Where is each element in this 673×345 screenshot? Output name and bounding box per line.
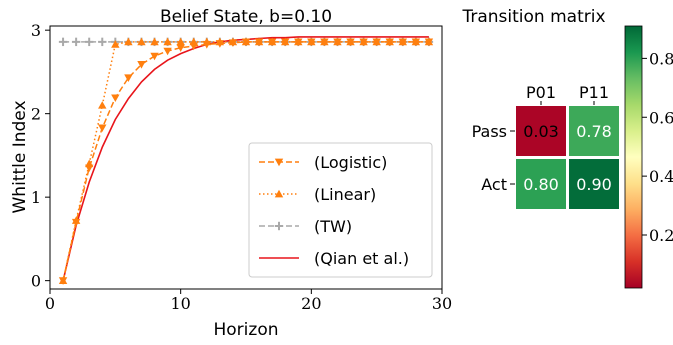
data-point <box>137 37 146 46</box>
data-point <box>85 164 94 173</box>
data-point <box>372 38 381 47</box>
column-label: P01 <box>526 83 556 102</box>
data-point <box>385 38 394 47</box>
legend-entry: (TW) <box>259 217 352 236</box>
cell-fill <box>516 106 566 156</box>
x-tick-label: 30 <box>432 294 452 313</box>
legend-label: (Logistic) <box>314 153 387 172</box>
series-layer <box>58 36 434 285</box>
y-axis-ticks: 0 1 2 3 <box>31 21 50 291</box>
colorbar-tick-label: 0.6 <box>649 108 673 127</box>
heatmap-title: Transition matrix <box>461 7 605 27</box>
data-point <box>150 37 159 46</box>
series-line <box>62 41 429 281</box>
data-point <box>398 38 407 47</box>
line-chart: Belief State, b=0.10 0 10 20 30 0 1 2 3 Horizo… <box>10 7 452 340</box>
data-point <box>98 124 107 133</box>
series-0 <box>58 38 434 285</box>
column-label: P11 <box>579 83 609 102</box>
data-point <box>274 221 284 231</box>
cell-fill <box>569 106 619 156</box>
legend-entry: (Qian et al.) <box>259 249 409 268</box>
data-point <box>111 40 120 48</box>
y-tick-label: 2 <box>31 105 41 124</box>
x-tick-label: 20 <box>301 294 321 313</box>
data-point <box>124 74 133 82</box>
cell-label: 0.80 <box>523 175 559 194</box>
colorbar-ticks: 0.2 0.4 0.6 0.8 <box>642 49 673 245</box>
data-point <box>411 38 421 47</box>
data-point <box>215 40 225 48</box>
row-label: Pass <box>472 122 507 141</box>
legend-entry: (Linear) <box>259 185 376 204</box>
data-point <box>307 38 316 47</box>
data-point <box>281 38 290 47</box>
cell-label: 0.78 <box>576 122 612 141</box>
data-point <box>98 37 107 47</box>
row-label: Act <box>481 175 507 194</box>
x-tick-label: 0 <box>45 294 55 313</box>
data-point <box>202 41 211 49</box>
heatmap-cell: 0.80 <box>516 159 566 209</box>
data-point <box>267 38 277 47</box>
data-point <box>58 277 68 285</box>
data-point <box>241 38 251 47</box>
data-point <box>137 61 146 69</box>
cell-fill <box>516 159 566 209</box>
data-point <box>359 38 368 47</box>
heatmap-cells: 0.03 0.78 0.80 0.90 <box>516 106 619 209</box>
data-point <box>333 38 342 47</box>
x-axis-ticks: 0 10 20 30 <box>45 289 452 313</box>
cell-label: 0.03 <box>523 122 559 141</box>
data-point <box>176 44 185 52</box>
data-point <box>85 37 94 47</box>
x-axis-label: Horizon <box>214 320 279 340</box>
data-point <box>58 37 68 47</box>
data-point <box>274 158 284 167</box>
colorbar-tick-label: 0.8 <box>649 49 673 68</box>
legend-label: (Qian et al.) <box>314 249 409 268</box>
data-point <box>163 47 172 56</box>
data-point <box>189 42 198 51</box>
x-tick-label: 10 <box>170 294 190 313</box>
heatmap-cell: 0.78 <box>569 106 619 156</box>
data-point <box>254 38 264 47</box>
legend-box <box>248 142 433 278</box>
data-point <box>176 37 185 46</box>
data-point <box>274 189 284 198</box>
chart-title: Belief State, b=0.10 <box>160 7 332 27</box>
data-point <box>98 101 107 109</box>
heatmap-axes: P01 P11 Pass Act <box>472 83 609 194</box>
data-point <box>124 37 133 46</box>
data-point <box>294 38 303 47</box>
plot-area <box>49 25 443 290</box>
y-axis-label: Whittle Index <box>10 100 30 213</box>
legend-label: (Linear) <box>314 185 376 204</box>
data-point <box>150 52 159 61</box>
cell-fill <box>569 159 619 209</box>
data-point <box>163 37 172 46</box>
cell-label: 0.90 <box>576 175 612 194</box>
y-tick-label: 3 <box>31 21 41 40</box>
legend-entry: (Logistic) <box>259 153 387 172</box>
heatmap-cell: 0.03 <box>516 106 566 156</box>
colorbar-tick-label: 0.2 <box>649 226 673 245</box>
data-point <box>71 37 81 47</box>
colorbar <box>624 25 643 289</box>
legend-label: (TW) <box>314 217 352 236</box>
colorbar-tick-label: 0.4 <box>649 167 673 186</box>
data-point <box>111 94 120 103</box>
y-tick-label: 1 <box>31 188 41 207</box>
data-point <box>320 38 329 47</box>
heatmap-chart: Transition matrix 0.03 0.78 0.80 0.90 P01 P1… <box>461 7 673 289</box>
data-point <box>346 38 355 47</box>
data-point <box>424 38 434 47</box>
legend: (Logistic) (Linear) (TW) (Qian et al.) <box>248 142 433 278</box>
y-tick-label: 0 <box>31 272 41 291</box>
data-point <box>71 218 81 227</box>
data-point <box>228 39 238 47</box>
heatmap-cell: 0.90 <box>569 159 619 209</box>
